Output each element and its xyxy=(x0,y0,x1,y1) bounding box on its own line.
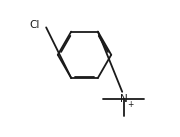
Text: N: N xyxy=(120,94,127,104)
Text: +: + xyxy=(127,100,133,109)
Text: Cl: Cl xyxy=(29,20,40,30)
